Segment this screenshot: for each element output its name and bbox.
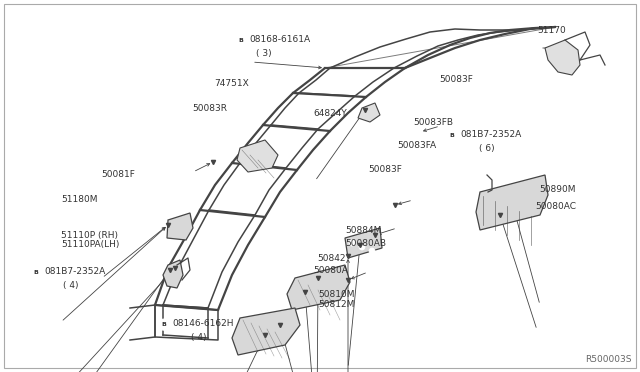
Polygon shape: [287, 265, 350, 310]
Text: 08146-6162H: 08146-6162H: [173, 319, 234, 328]
Text: 50812M: 50812M: [318, 300, 355, 309]
Text: 081B7-2352A: 081B7-2352A: [461, 130, 522, 139]
Polygon shape: [345, 228, 382, 258]
Circle shape: [369, 248, 375, 254]
Polygon shape: [476, 175, 548, 230]
Polygon shape: [358, 103, 380, 122]
Text: 51180M: 51180M: [61, 195, 97, 203]
Text: B: B: [238, 38, 243, 42]
Circle shape: [235, 35, 246, 45]
Text: 50083F: 50083F: [368, 165, 402, 174]
Text: R500003S: R500003S: [586, 355, 632, 364]
Text: 50081F: 50081F: [101, 170, 135, 179]
Polygon shape: [237, 140, 278, 172]
Text: 50083FA: 50083FA: [397, 141, 436, 150]
Text: 50884M: 50884M: [346, 226, 382, 235]
Circle shape: [30, 267, 42, 278]
Text: ( 4): ( 4): [63, 281, 78, 290]
Text: 74751X: 74751X: [214, 79, 249, 88]
Text: 50842: 50842: [317, 254, 346, 263]
Circle shape: [158, 319, 170, 330]
Polygon shape: [232, 308, 300, 355]
Text: 50080AC: 50080AC: [535, 202, 576, 211]
Text: 51110P (RH): 51110P (RH): [61, 231, 118, 240]
Text: 50080A: 50080A: [314, 266, 348, 275]
Text: 08168-6161A: 08168-6161A: [250, 35, 311, 44]
Circle shape: [359, 244, 365, 250]
Text: ( 4): ( 4): [191, 333, 206, 342]
Text: 081B7-2352A: 081B7-2352A: [45, 267, 106, 276]
Polygon shape: [545, 40, 580, 75]
Circle shape: [349, 240, 355, 246]
Text: ( 3): ( 3): [256, 49, 271, 58]
Polygon shape: [163, 260, 183, 288]
Text: 50083R: 50083R: [192, 104, 227, 113]
Text: B: B: [161, 322, 166, 327]
Text: ( 6): ( 6): [479, 144, 494, 153]
Text: 51170: 51170: [538, 26, 566, 35]
Text: 50080AB: 50080AB: [346, 239, 387, 248]
Text: 51110PA(LH): 51110PA(LH): [61, 240, 119, 249]
Text: B: B: [33, 270, 38, 275]
Text: 50810M: 50810M: [318, 290, 355, 299]
Text: 50890M: 50890M: [539, 185, 575, 194]
Text: B: B: [449, 133, 454, 138]
Text: 50083FB: 50083FB: [413, 118, 453, 127]
Circle shape: [446, 130, 458, 141]
Polygon shape: [167, 213, 193, 240]
Text: 64824Y: 64824Y: [314, 109, 348, 118]
Text: 50083F: 50083F: [439, 75, 473, 84]
